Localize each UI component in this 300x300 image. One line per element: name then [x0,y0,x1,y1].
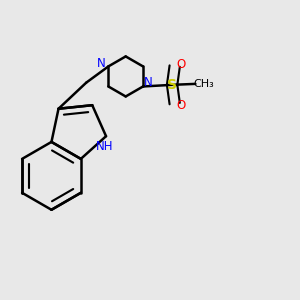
Text: N: N [97,57,106,70]
Text: N: N [144,76,153,89]
Text: O: O [176,99,186,112]
Text: CH₃: CH₃ [193,79,214,89]
Text: S: S [167,78,177,92]
Text: O: O [176,58,186,71]
Text: NH: NH [96,140,113,153]
